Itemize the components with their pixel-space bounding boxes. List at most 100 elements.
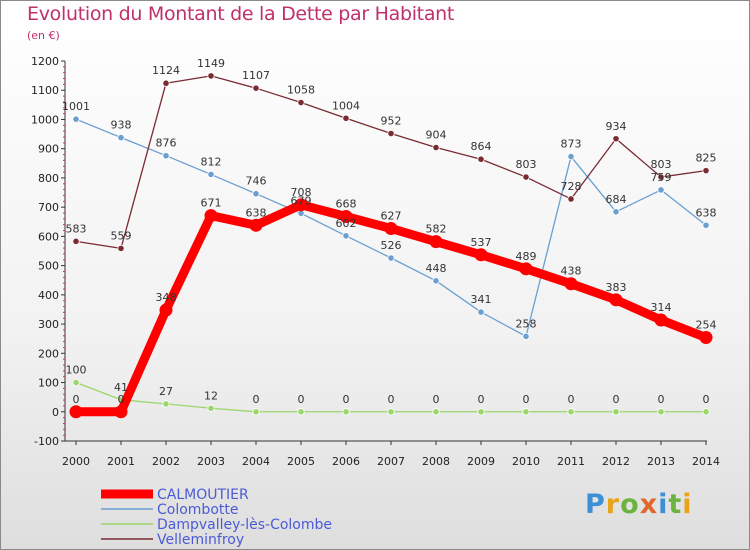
- data-label: 684: [606, 193, 627, 206]
- data-label: 526: [381, 239, 402, 252]
- data-label: 27: [159, 385, 173, 398]
- data-label: 1149: [197, 57, 225, 70]
- data-point: [702, 408, 710, 416]
- data-point: [612, 208, 620, 216]
- data-point: [342, 408, 350, 416]
- data-point: [702, 221, 710, 229]
- data-label: 41: [114, 381, 128, 394]
- data-label: 934: [606, 120, 627, 133]
- data-point: [384, 221, 398, 235]
- data-label: 1058: [287, 84, 315, 97]
- data-label: 0: [478, 393, 485, 406]
- y-tick-label: 700: [38, 201, 59, 214]
- data-label: 671: [201, 197, 222, 210]
- data-label: 0: [73, 393, 80, 406]
- x-tick-label: 2003: [197, 455, 225, 468]
- data-label: 559: [111, 229, 132, 242]
- data-point: [72, 115, 80, 123]
- data-point: [207, 170, 215, 179]
- data-point: [657, 186, 665, 194]
- data-point: [387, 254, 395, 262]
- data-label: 627: [381, 209, 402, 222]
- data-label: 0: [433, 393, 440, 406]
- data-point: [474, 248, 488, 262]
- x-tick-label: 2004: [242, 455, 270, 468]
- data-label: 0: [613, 393, 620, 406]
- y-tick-label: 400: [38, 289, 59, 302]
- chart-subtitle: (en €): [27, 29, 60, 42]
- data-label: 1001: [62, 100, 90, 113]
- data-point: [114, 405, 128, 419]
- data-point: [429, 235, 443, 249]
- data-point: [339, 210, 353, 224]
- data-label: 746: [246, 175, 267, 188]
- data-point: [252, 84, 260, 92]
- data-label: 0: [343, 393, 350, 406]
- data-point: [159, 303, 173, 317]
- data-point: [702, 167, 710, 175]
- y-tick-label: 200: [38, 347, 59, 360]
- data-label: 341: [471, 293, 492, 306]
- data-point: [612, 135, 620, 143]
- y-tick-label: 1200: [31, 55, 59, 68]
- data-point: [69, 405, 83, 419]
- data-label: 0: [658, 393, 665, 406]
- data-point: [297, 408, 305, 416]
- y-tick-label: 100: [38, 377, 59, 390]
- proxiti-logo: Proxiti: [585, 489, 693, 520]
- data-label: 537: [471, 236, 492, 249]
- data-point: [519, 262, 533, 276]
- data-point: [72, 378, 80, 387]
- data-label: 258: [516, 317, 537, 330]
- data-point: [204, 209, 218, 223]
- y-tick-label: 0: [52, 406, 59, 419]
- legend-entry: Colombotte: [157, 502, 238, 518]
- data-label: 1124: [152, 64, 180, 77]
- data-label: 638: [246, 206, 267, 219]
- legend-entry: Dampvalley-lès-Colombe: [157, 517, 332, 533]
- data-label: 0: [118, 393, 125, 406]
- data-label: 0: [568, 393, 575, 406]
- data-label: 952: [381, 114, 402, 127]
- x-tick-label: 2006: [332, 455, 360, 468]
- data-point: [162, 400, 170, 408]
- logo-letter: t: [668, 489, 683, 520]
- data-label: 679: [291, 194, 312, 207]
- x-tick-label: 2000: [62, 455, 90, 468]
- x-tick-label: 2008: [422, 455, 450, 468]
- data-label: 0: [703, 393, 710, 406]
- legend-entry: Velleminfroy: [157, 532, 244, 548]
- data-label: 582: [426, 223, 447, 236]
- data-point: [72, 237, 80, 245]
- logo-letter: i: [658, 489, 669, 520]
- x-tick-label: 2007: [377, 455, 405, 468]
- data-point: [564, 277, 578, 291]
- data-label: 728: [561, 180, 582, 193]
- x-tick-label: 2012: [602, 455, 630, 468]
- y-tick-label: 600: [38, 230, 59, 243]
- data-point: [342, 114, 350, 122]
- logo-letter: P: [585, 489, 606, 520]
- x-tick-label: 2011: [557, 455, 585, 468]
- data-point: [387, 408, 395, 416]
- x-tick-label: 2005: [287, 455, 315, 468]
- data-label: 0: [523, 393, 530, 406]
- data-label: 825: [696, 152, 717, 165]
- data-point: [432, 143, 440, 152]
- data-point: [567, 408, 575, 416]
- data-label: 876: [156, 137, 177, 150]
- y-tick-label: 800: [38, 172, 59, 185]
- data-point: [567, 195, 575, 203]
- x-tick-label: 2002: [152, 455, 180, 468]
- logo-letter: i: [682, 489, 693, 520]
- y-tick-label: 900: [38, 143, 59, 156]
- data-point: [477, 408, 485, 416]
- data-point: [117, 244, 125, 252]
- data-point: [522, 173, 530, 181]
- data-point: [477, 308, 485, 316]
- data-label: 12: [204, 389, 218, 402]
- data-point: [342, 232, 350, 240]
- data-label: 438: [561, 265, 582, 278]
- data-point: [294, 198, 308, 212]
